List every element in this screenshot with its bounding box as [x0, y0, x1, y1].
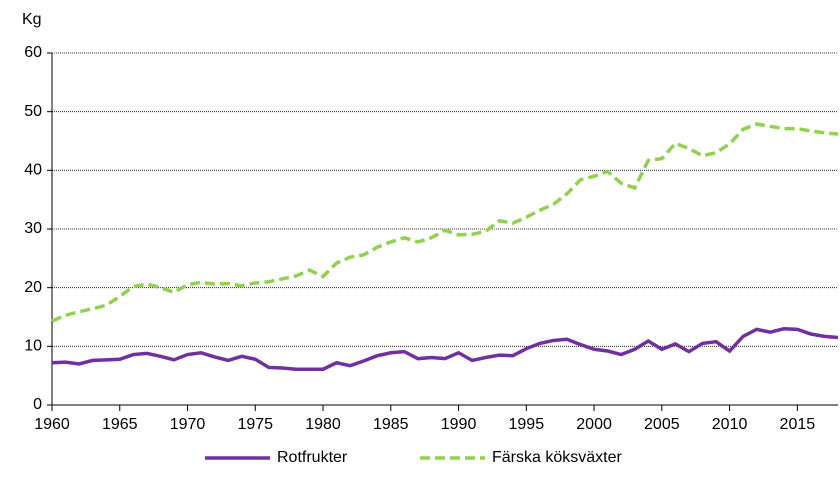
- y-tick-label: 60: [24, 44, 42, 61]
- series-line: [51, 326, 839, 371]
- x-tick-label: 2005: [644, 416, 680, 433]
- x-tick-label: 1995: [509, 416, 545, 433]
- y-tick-label: 20: [24, 279, 42, 296]
- y-axis-label: Kg: [22, 11, 42, 28]
- x-tick-label: 1960: [34, 416, 70, 433]
- x-tick-label: 2015: [780, 416, 816, 433]
- y-tick-label: 50: [24, 103, 42, 120]
- legend-label: Färska köksväxter: [492, 449, 622, 466]
- x-tick-label: 2000: [576, 416, 612, 433]
- x-tick-label: 1990: [441, 416, 477, 433]
- x-tick-label: 1980: [305, 416, 341, 433]
- x-tick-label: 1965: [102, 416, 138, 433]
- y-tick-label: 10: [24, 338, 42, 355]
- legend-label: Rotfrukter: [277, 449, 348, 466]
- x-tick-label: 1985: [373, 416, 409, 433]
- x-tick-label: 1975: [237, 416, 273, 433]
- y-tick-label: 40: [24, 162, 42, 179]
- x-tick-label: 2010: [712, 416, 748, 433]
- series-line: [51, 122, 839, 323]
- x-tick-label: 1970: [170, 416, 206, 433]
- y-tick-label: 30: [24, 220, 42, 237]
- y-tick-label: 0: [33, 396, 42, 413]
